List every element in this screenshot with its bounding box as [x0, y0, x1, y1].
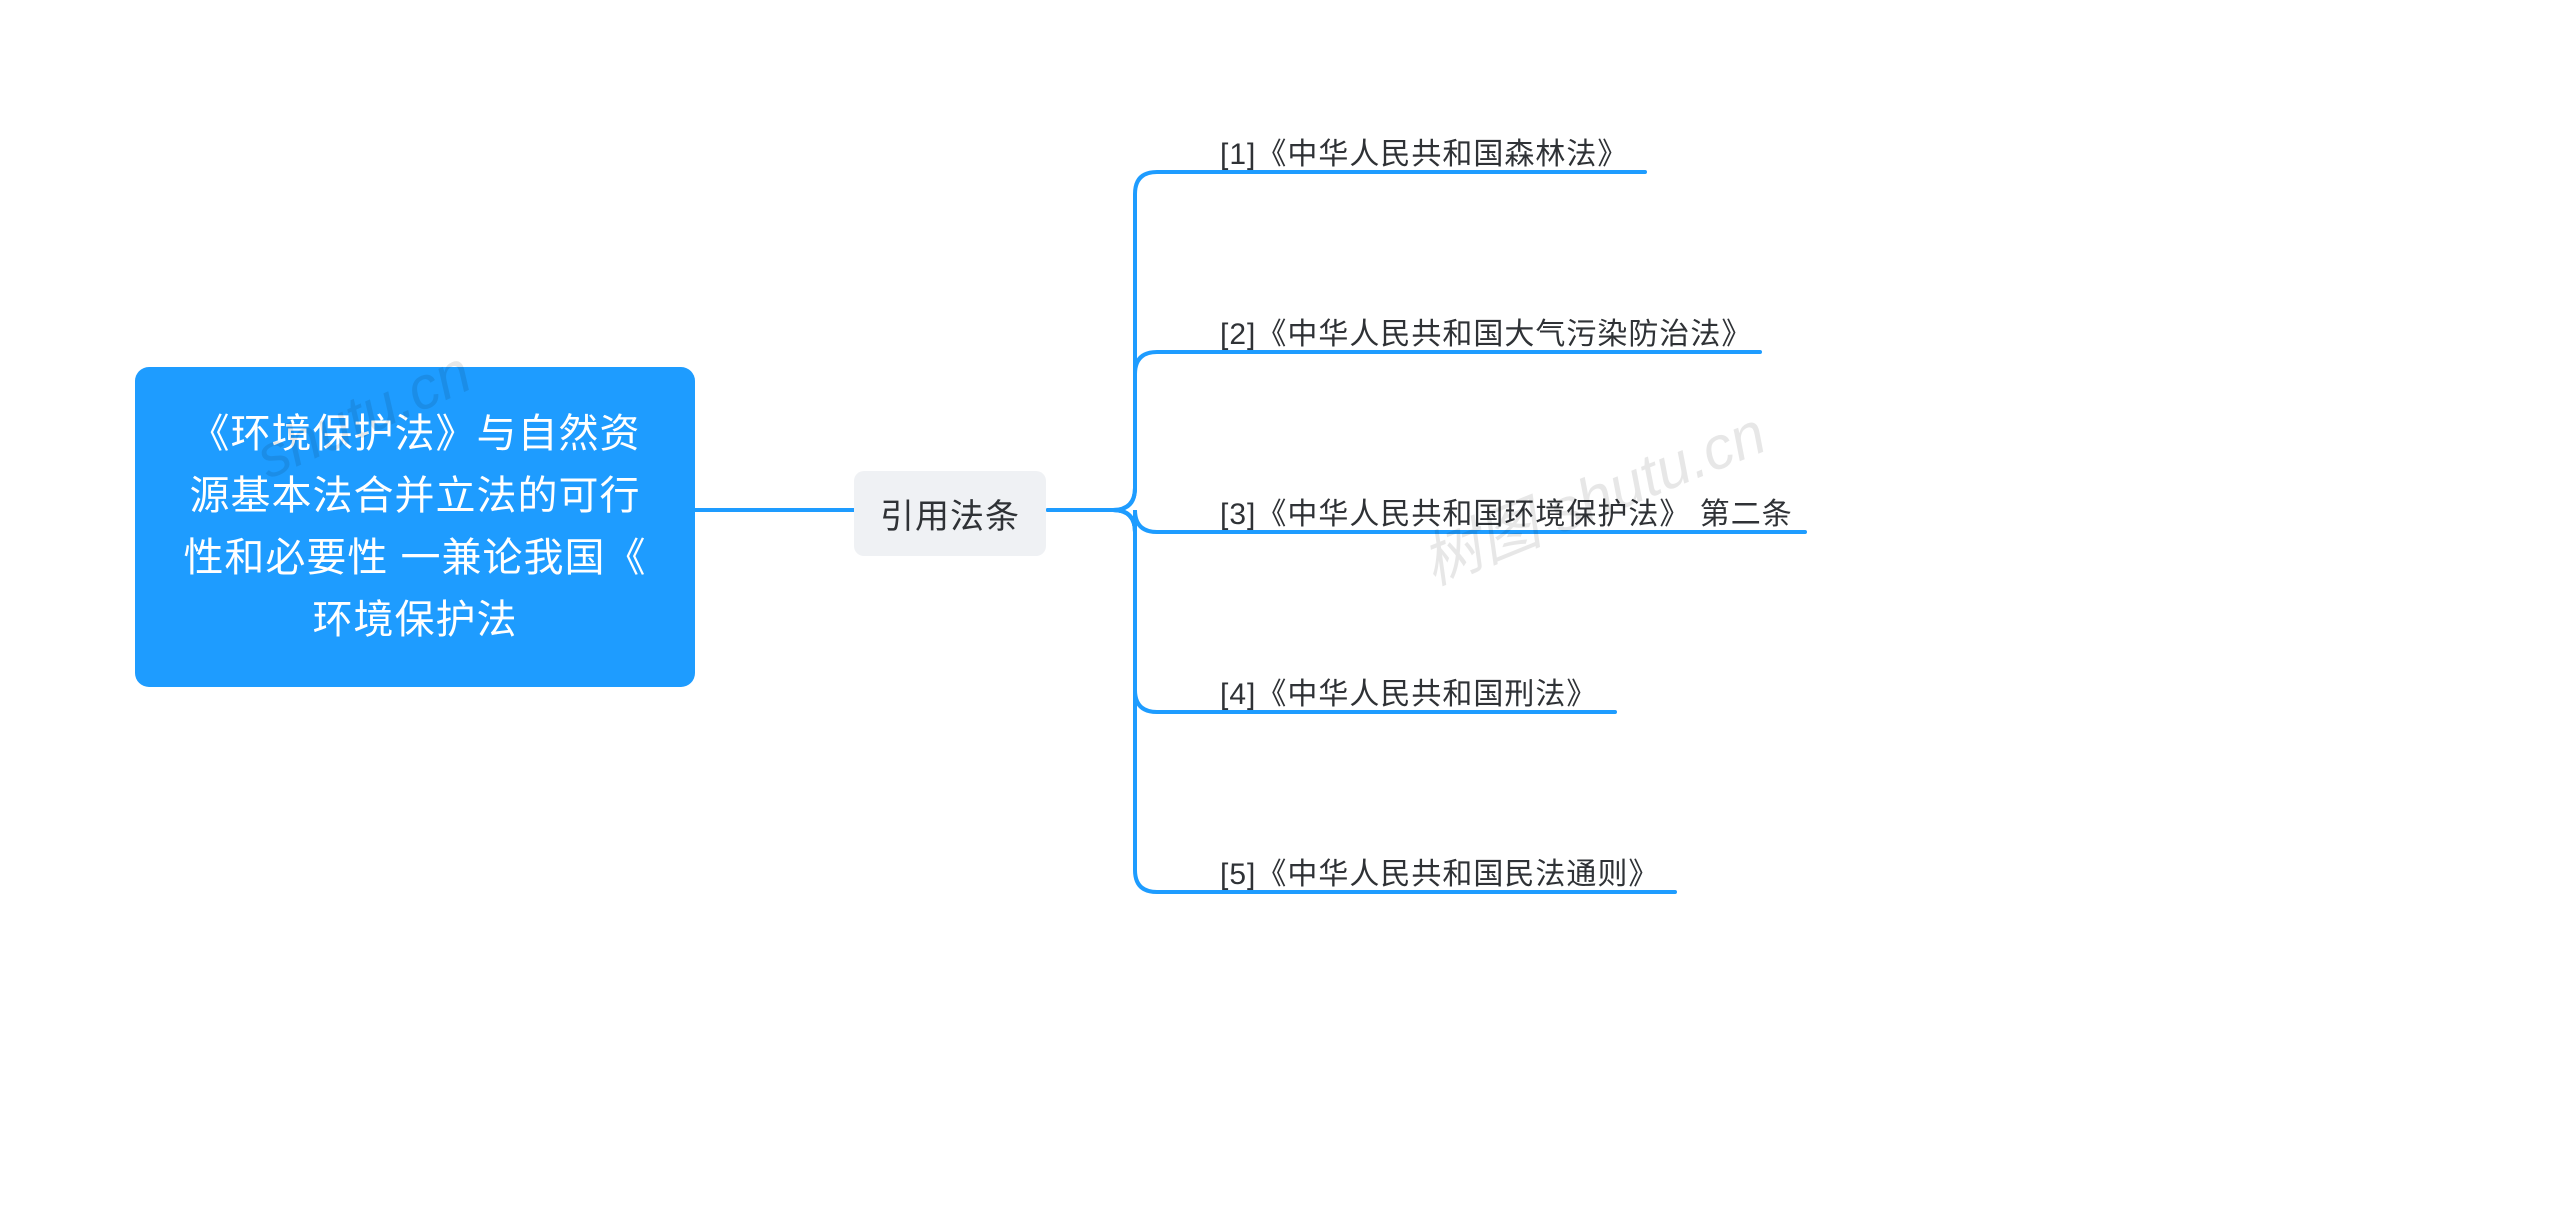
- root-line: 《环境保护法》与自然资: [190, 412, 641, 456]
- root-line: 性和必要性 一兼论我国《: [183, 536, 646, 580]
- leaf-node: [1]《中华人民共和国森林法》: [1220, 129, 1628, 173]
- root-line: 源基本法合并立法的可行: [190, 474, 641, 518]
- leaf-node: [2]《中华人民共和国大气污染防治法》: [1220, 309, 1752, 353]
- leaf-node: [3]《中华人民共和国环境保护法》 第二条: [1220, 489, 1793, 533]
- mid-node: 引用法条: [854, 471, 1046, 556]
- leaf-node: [4]《中华人民共和国刑法》: [1220, 669, 1597, 713]
- mindmap-canvas: 《环境保护法》与自然资源基本法合并立法的可行性和必要性 一兼论我国《环境保护法 …: [0, 0, 2560, 1219]
- root-node: 《环境保护法》与自然资源基本法合并立法的可行性和必要性 一兼论我国《环境保护法: [135, 367, 695, 687]
- root-line: 环境保护法: [313, 598, 518, 642]
- leaf-node: [5]《中华人民共和国民法通则》: [1220, 849, 1659, 893]
